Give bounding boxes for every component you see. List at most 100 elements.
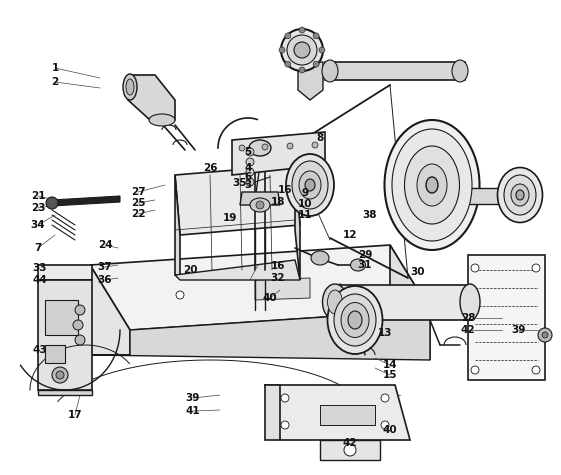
Circle shape: [246, 148, 254, 156]
Circle shape: [381, 421, 389, 429]
Ellipse shape: [404, 146, 459, 224]
Text: 42: 42: [461, 325, 475, 335]
Polygon shape: [175, 175, 180, 275]
Circle shape: [279, 47, 285, 53]
Ellipse shape: [392, 129, 472, 241]
Text: 25: 25: [131, 198, 145, 208]
Ellipse shape: [149, 114, 175, 126]
Text: 31: 31: [358, 260, 373, 270]
Polygon shape: [325, 62, 465, 80]
Polygon shape: [175, 165, 300, 235]
Text: 14: 14: [383, 360, 397, 370]
Circle shape: [262, 144, 268, 150]
Text: 36: 36: [98, 275, 112, 285]
Circle shape: [471, 366, 479, 374]
Ellipse shape: [322, 60, 338, 82]
Polygon shape: [38, 390, 92, 395]
Polygon shape: [335, 285, 470, 320]
Ellipse shape: [426, 177, 438, 193]
Ellipse shape: [123, 74, 137, 100]
Circle shape: [532, 264, 540, 272]
Text: 39: 39: [186, 393, 200, 403]
Circle shape: [336, 284, 344, 292]
Ellipse shape: [511, 184, 529, 206]
Ellipse shape: [516, 190, 524, 200]
Ellipse shape: [292, 161, 328, 209]
Text: 37: 37: [98, 262, 112, 272]
Circle shape: [246, 178, 254, 186]
Polygon shape: [45, 345, 65, 363]
Circle shape: [313, 33, 319, 39]
Ellipse shape: [504, 175, 536, 215]
Circle shape: [299, 67, 305, 73]
Text: 30: 30: [411, 267, 425, 277]
Polygon shape: [90, 265, 130, 355]
Ellipse shape: [351, 259, 366, 271]
Circle shape: [313, 61, 319, 67]
Polygon shape: [38, 265, 92, 280]
Circle shape: [176, 291, 184, 299]
Text: 40: 40: [263, 293, 277, 303]
Polygon shape: [52, 196, 120, 206]
Circle shape: [256, 201, 264, 209]
Circle shape: [75, 335, 85, 345]
Ellipse shape: [287, 35, 317, 65]
Polygon shape: [232, 132, 325, 175]
Polygon shape: [390, 245, 430, 360]
Ellipse shape: [294, 42, 310, 58]
Circle shape: [532, 366, 540, 374]
Circle shape: [73, 320, 83, 330]
Text: 33: 33: [33, 263, 47, 273]
Polygon shape: [320, 440, 380, 460]
Circle shape: [46, 197, 58, 209]
Circle shape: [376, 291, 384, 299]
Text: 19: 19: [223, 213, 237, 223]
Circle shape: [246, 158, 254, 166]
Text: 5: 5: [245, 147, 252, 157]
Ellipse shape: [328, 286, 383, 354]
Text: 43: 43: [33, 345, 47, 355]
Text: 7: 7: [34, 243, 42, 253]
Circle shape: [56, 371, 64, 379]
Text: 17: 17: [68, 410, 82, 420]
Text: 22: 22: [131, 209, 145, 219]
Circle shape: [538, 328, 552, 342]
Circle shape: [287, 143, 293, 149]
Circle shape: [281, 394, 289, 402]
Ellipse shape: [452, 60, 468, 82]
Ellipse shape: [249, 140, 271, 156]
Text: 18: 18: [271, 197, 285, 207]
Polygon shape: [90, 245, 430, 330]
Text: 44: 44: [33, 275, 47, 285]
Circle shape: [312, 142, 318, 148]
Text: 6: 6: [245, 172, 252, 182]
Polygon shape: [38, 280, 92, 390]
Ellipse shape: [334, 294, 376, 346]
Text: 34: 34: [31, 220, 45, 230]
Polygon shape: [175, 260, 300, 280]
Text: 1: 1: [52, 63, 59, 73]
Text: 3: 3: [245, 180, 252, 190]
Ellipse shape: [250, 198, 270, 212]
Polygon shape: [255, 278, 310, 300]
Text: 10: 10: [298, 199, 312, 209]
Circle shape: [281, 421, 289, 429]
Text: 16: 16: [278, 185, 292, 195]
Polygon shape: [462, 188, 522, 204]
Circle shape: [285, 61, 291, 67]
Text: 16: 16: [271, 261, 285, 271]
Text: 23: 23: [31, 203, 45, 213]
Ellipse shape: [299, 171, 321, 199]
Ellipse shape: [328, 290, 343, 314]
Text: 15: 15: [383, 370, 397, 380]
Circle shape: [246, 168, 254, 176]
Ellipse shape: [323, 284, 347, 320]
Circle shape: [75, 305, 85, 315]
Text: 24: 24: [98, 240, 112, 250]
Text: 28: 28: [461, 313, 475, 323]
Circle shape: [344, 444, 356, 456]
Text: 35: 35: [233, 178, 247, 188]
Circle shape: [319, 47, 325, 53]
Text: 42: 42: [343, 438, 357, 448]
Polygon shape: [320, 405, 375, 425]
